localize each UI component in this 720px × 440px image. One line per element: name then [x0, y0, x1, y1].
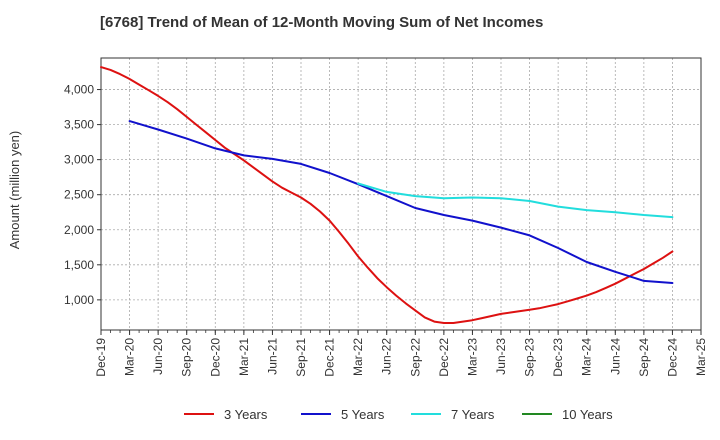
x-tick-label: Jun-23: [494, 338, 508, 375]
x-tick-label: Dec-19: [94, 338, 108, 377]
y-tick-label: 2,500: [64, 188, 94, 202]
series-line-5-years: [128, 120, 674, 284]
grid-lines: [100, 58, 702, 333]
x-tick-label: Mar-20: [123, 338, 137, 376]
x-tick-label: Sep-20: [180, 338, 194, 377]
legend-label: 5 Years: [341, 407, 385, 422]
legend-label: 3 Years: [224, 407, 268, 422]
y-axis-label: Amount (million yen): [7, 131, 22, 250]
x-tick-label: Mar-23: [465, 338, 479, 376]
x-tick-label: Sep-23: [523, 338, 537, 377]
plot-area-frame: [100, 57, 702, 331]
x-tick-label: Dec-23: [551, 338, 565, 377]
x-tick-label: Sep-22: [408, 338, 422, 377]
x-tick-label: Dec-21: [323, 338, 337, 377]
x-tick-label: Dec-24: [665, 338, 679, 377]
y-tick-label: 4,000: [64, 83, 94, 97]
x-tick-label: Jun-24: [608, 338, 622, 375]
x-tick-label: Jun-20: [151, 338, 165, 375]
y-tick-label: 3,500: [64, 118, 94, 132]
y-tick-label: 1,000: [64, 293, 94, 307]
chart-title: [6768] Trend of Mean of 12-Month Moving …: [100, 14, 544, 31]
y-tick-label: 3,000: [64, 153, 94, 167]
legend-label: 10 Years: [562, 407, 613, 422]
y-tick-label: 2,000: [64, 223, 94, 237]
x-tick-label: Sep-24: [637, 338, 651, 377]
series-lines: [100, 66, 674, 324]
x-tick-label: Dec-22: [437, 338, 451, 377]
legend-label: 7 Years: [451, 407, 495, 422]
x-tick-label: Mar-24: [580, 338, 594, 376]
x-tick-label: Mar-22: [351, 338, 365, 376]
x-tick-label: Mar-25: [694, 338, 708, 376]
x-tick-label: Mar-21: [237, 338, 251, 376]
series-line-3-years: [100, 66, 674, 324]
x-axis-ticks: Dec-19 Mar-20 Jun-20 Sep-20 Dec-20 Mar-21 Jun-…: [94, 330, 708, 377]
x-tick-label: Dec-20: [208, 338, 222, 377]
x-tick-label: Jun-21: [265, 338, 279, 375]
y-axis-ticks: 1,000 1,500 2,000 2,500 3,000 3,500 4,000: [64, 83, 101, 307]
x-tick-label: Sep-21: [294, 338, 308, 377]
series-line-7-years: [357, 182, 674, 219]
y-tick-label: 1,500: [64, 258, 94, 272]
x-tick-label: Jun-22: [380, 338, 394, 375]
legend: 3 Years 5 Years 7 Years 10 Years: [184, 407, 613, 422]
